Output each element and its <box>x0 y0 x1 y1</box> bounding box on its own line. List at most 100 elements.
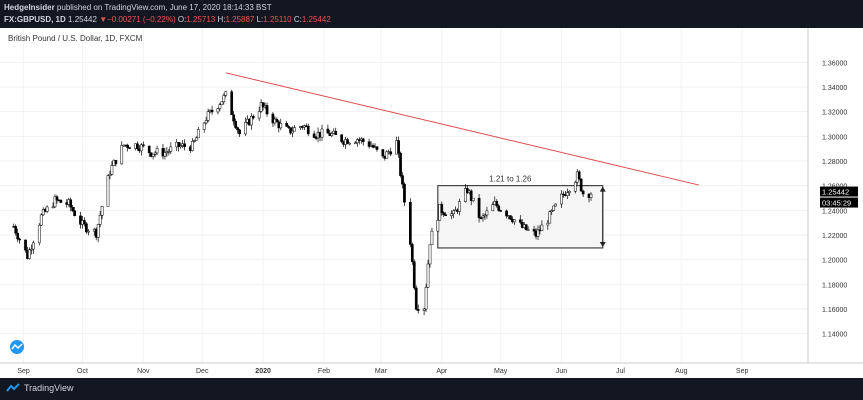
candle-body <box>85 223 88 233</box>
x-tick-label: Oct <box>77 368 88 375</box>
candle-body <box>452 210 455 215</box>
candle-body <box>540 224 544 231</box>
candle-body <box>39 214 43 226</box>
candle-body <box>216 108 220 113</box>
candle-body <box>69 199 73 208</box>
countdown-label: 03:45:29 <box>822 199 851 208</box>
trendline[interactable] <box>225 72 700 186</box>
candle-body <box>238 129 241 135</box>
x-tick-label: 2020 <box>255 368 271 375</box>
candle-body <box>495 201 499 207</box>
price-change: −0.00271 (−0.22%) <box>107 15 176 24</box>
candle-body <box>477 197 481 218</box>
candle-body <box>375 146 379 150</box>
x-tick-label: Nov <box>137 368 150 375</box>
y-tick-label: 1.20000 <box>822 258 847 265</box>
candle-body <box>410 244 414 262</box>
y-tick-label: 1.24000 <box>822 208 847 215</box>
candle-body <box>573 181 577 192</box>
candle-body <box>381 149 385 157</box>
candle-body <box>291 130 294 134</box>
y-tick-label: 1.16000 <box>822 307 847 314</box>
candle-body <box>202 122 206 130</box>
candle-body <box>465 188 469 193</box>
candle-body <box>30 248 33 251</box>
candle-body <box>128 147 131 149</box>
candle-body <box>479 217 483 219</box>
candle-body <box>552 205 556 211</box>
candle-body <box>261 102 265 108</box>
candle-body <box>24 239 27 251</box>
tv-watermark-icon <box>10 340 24 354</box>
candle-body <box>399 152 402 176</box>
candle-body <box>409 201 412 245</box>
candle-body <box>114 159 118 165</box>
candle-body <box>367 141 371 147</box>
candle-body <box>51 206 55 209</box>
candle-body <box>577 171 581 180</box>
candle-body <box>32 242 35 250</box>
candle-body <box>499 210 503 212</box>
candle-body <box>169 146 173 152</box>
candle-body <box>136 143 139 150</box>
y-tick-label: 1.14000 <box>822 332 847 339</box>
candle-body <box>220 101 224 106</box>
y-tick-label: 1.32000 <box>822 110 847 117</box>
candle-body <box>355 139 359 144</box>
low-label: L: <box>256 15 264 24</box>
candle-body <box>513 219 516 223</box>
candle-body <box>389 151 393 155</box>
candle-body <box>79 215 82 225</box>
x-tick-label: May <box>494 368 508 375</box>
footer-bar: TradingView <box>0 378 863 400</box>
candle-body <box>140 144 143 152</box>
publisher-name[interactable]: HedgeInsider <box>4 3 55 12</box>
candle-body <box>71 206 74 211</box>
candle-body <box>257 111 261 119</box>
down-arrow-icon: ▼ <box>99 15 108 24</box>
candle-body <box>428 244 432 265</box>
candle-body <box>271 113 275 124</box>
candle-body <box>210 109 214 113</box>
candle-body <box>371 145 375 148</box>
arrow-up-icon <box>599 186 606 192</box>
candle-body <box>312 133 316 138</box>
candle-body <box>218 104 222 109</box>
candle-body <box>110 165 114 175</box>
candle-body <box>196 129 200 139</box>
candle-body <box>287 126 290 128</box>
candle-body <box>566 192 569 196</box>
candle-body <box>73 210 76 217</box>
candle-body <box>483 214 487 217</box>
candle-body <box>340 134 343 142</box>
candle-body <box>285 123 289 127</box>
candle-body <box>18 238 21 241</box>
candle-body <box>232 114 235 122</box>
candle-body <box>204 120 208 124</box>
tv-brand[interactable]: TradingView <box>6 383 74 393</box>
x-tick-label: Jul <box>616 368 625 375</box>
candle-body <box>289 127 292 134</box>
candle-body <box>100 206 104 216</box>
x-tick-label: Jun <box>556 368 567 375</box>
candle-body <box>444 214 448 217</box>
high-label: H: <box>217 15 226 24</box>
candle-body <box>560 193 563 205</box>
candle-body <box>320 128 324 138</box>
x-tick-label: Apr <box>436 368 448 375</box>
chart-svg[interactable]: British Pound / U.S. Dollar, 1D, FXCM 1.… <box>0 28 863 378</box>
candle-body <box>16 232 20 240</box>
gridlines <box>0 28 808 363</box>
chart-area[interactable]: British Pound / U.S. Dollar, 1D, FXCM 1.… <box>0 28 863 378</box>
publisher-line: HedgeInsider published on TradingView.co… <box>4 3 272 12</box>
arrow-down-icon <box>599 241 606 247</box>
candle-body <box>59 199 63 203</box>
time-axis[interactable]: Sep Oct Nov Dec 2020 Feb Mar Apr May Jun Jul Aug Sep <box>17 368 748 375</box>
candle-body <box>234 120 237 128</box>
candle-body <box>98 215 102 225</box>
last-price-tag-label: 1.25442 <box>822 188 849 197</box>
candle-body <box>279 123 283 129</box>
candle-body <box>581 190 585 195</box>
candle-body <box>334 130 338 135</box>
